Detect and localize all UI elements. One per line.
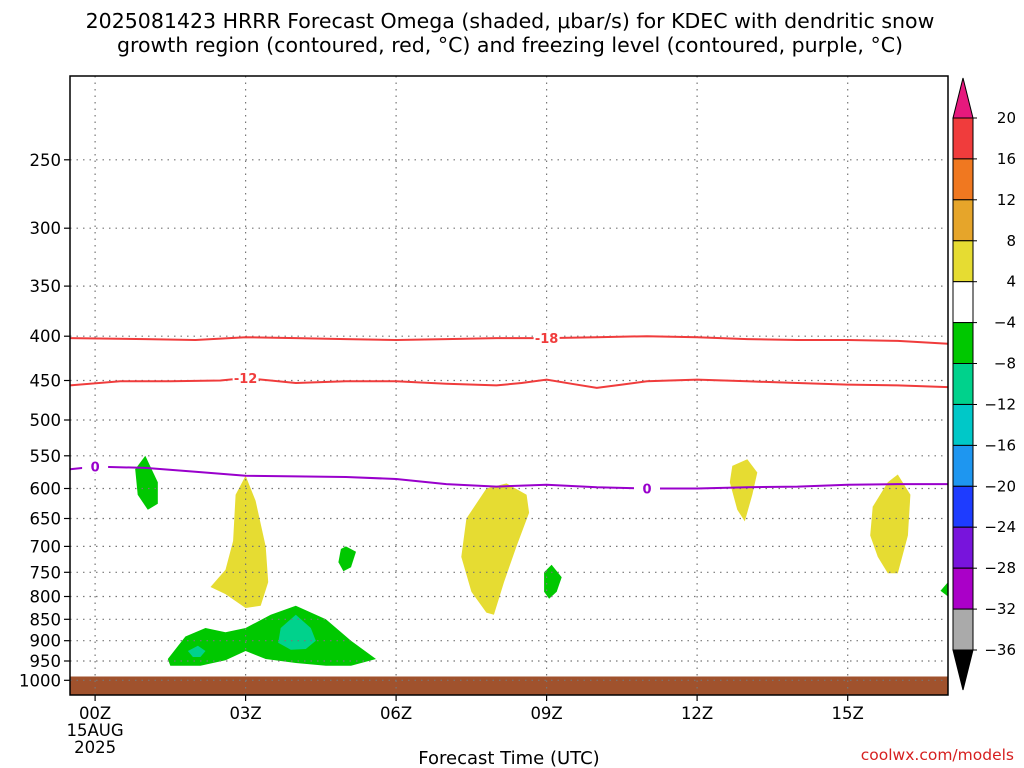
y-tick-label: 700 — [30, 537, 62, 556]
y-axis-ticks: 250 300 350 400 450 500 550 600 650 700 750 800 850 9… — [19, 151, 70, 690]
colorbar-bin — [952, 444, 974, 487]
omega-region-teal-2 — [187, 645, 206, 657]
colorbar-label: −20 — [984, 477, 1016, 495]
y-tick-label: 450 — [30, 372, 62, 391]
y-tick-label: 650 — [30, 510, 62, 529]
x-tick-year: 2025 — [74, 738, 116, 757]
colorbar-label: 20 — [997, 109, 1016, 127]
colorbar-bin — [952, 608, 974, 651]
chart-title-line1: 2025081423 HRRR Forecast Omega (shaded, … — [86, 9, 935, 33]
colorbar-label: −28 — [984, 559, 1016, 577]
contour-label: 0 — [91, 461, 100, 476]
colorbar-bin — [952, 526, 974, 569]
contour-label: -12 — [234, 372, 258, 387]
chart-title-line2: growth region (contoured, red, °C) and f… — [117, 33, 903, 57]
omega-region-green-4 — [167, 605, 376, 666]
colorbar-bin — [952, 240, 974, 283]
y-tick-label: 300 — [30, 219, 62, 238]
colorbar-bin — [952, 281, 974, 324]
freezing-level-contour-0 — [69, 465, 948, 490]
omega-region-yellow-4 — [870, 474, 911, 574]
omega-region-green-3 — [544, 564, 562, 599]
colorbar-lower-extend — [952, 649, 974, 691]
colorbar-bin — [952, 567, 974, 610]
colorbar-bin — [952, 322, 974, 365]
y-tick-label: 400 — [30, 327, 62, 346]
site-credit: coolwx.com/models — [861, 746, 1014, 764]
colorbar-label: −36 — [984, 641, 1016, 659]
contour-label-bg — [82, 458, 109, 474]
colorbar-label: −12 — [984, 396, 1016, 414]
ground-surface — [70, 676, 948, 695]
omega-region-teal-1 — [278, 614, 316, 650]
contour-label-bg — [533, 330, 560, 346]
colorbar-bin — [952, 485, 974, 528]
x-tick-label: 03Z — [229, 704, 261, 723]
colorbar-label: 4 — [1006, 273, 1016, 291]
y-tick-label: 600 — [30, 480, 62, 499]
omega-region-green-5 — [940, 582, 948, 597]
y-tick-label: 1000 — [19, 671, 61, 690]
colorbar-label: 8 — [1006, 232, 1016, 250]
x-axis-label: Forecast Time (UTC) — [418, 748, 599, 768]
y-tick-label: 250 — [30, 151, 62, 170]
ground-layer — [70, 676, 948, 695]
contour-label: -18 — [535, 332, 559, 347]
omega-region-yellow-1 — [210, 475, 269, 608]
colorbar-label: −4 — [994, 314, 1016, 332]
colorbar-label: −16 — [984, 436, 1016, 454]
colorbar-bin — [952, 199, 974, 242]
colorbar-label: −24 — [984, 518, 1016, 536]
colorbar-upper-extend — [952, 77, 974, 119]
contour-label-bg — [232, 370, 259, 385]
x-tick-label: 15Z — [832, 704, 864, 723]
colorbar-label: −32 — [984, 600, 1016, 618]
colorbar-label: 16 — [997, 150, 1016, 168]
x-tick-label: 09Z — [530, 704, 562, 723]
grid-layer — [70, 76, 948, 695]
colorbar: 20 16 12 8 4 −4 −8 −12 −16 −20 −24 −28 −32 −36 — [952, 77, 1016, 691]
y-tick-label: 900 — [30, 632, 62, 651]
colorbar-bin — [952, 117, 974, 160]
contour-layer: -18 -12 0 0 — [69, 330, 949, 498]
omega-region-green-2 — [338, 546, 356, 572]
y-tick-label: 350 — [30, 277, 62, 296]
omega-shading-layer — [135, 455, 948, 666]
colorbar-bin — [952, 363, 974, 405]
y-tick-label: 500 — [30, 411, 62, 430]
y-tick-label: 950 — [30, 652, 62, 671]
y-tick-label: 800 — [30, 588, 62, 607]
y-tick-label: 550 — [30, 447, 62, 466]
plot-frame — [69, 75, 949, 696]
x-tick-label: 00Z — [79, 704, 111, 723]
colorbar-bin — [952, 158, 974, 201]
y-tick-label: 850 — [30, 610, 62, 629]
colorbar-bin — [952, 404, 974, 446]
x-tick-label: 12Z — [681, 704, 713, 723]
dendritic-contour--18 — [69, 335, 949, 345]
contour-label-bg — [634, 480, 660, 496]
omega-region-green-1 — [135, 455, 158, 510]
colorbar-label: 12 — [997, 191, 1016, 209]
dendritic-contour--12 — [69, 376, 949, 389]
x-tick-date: 15AUG — [67, 721, 124, 740]
colorbar-label: −8 — [994, 355, 1016, 373]
y-tick-label: 750 — [30, 563, 62, 582]
x-tick-label: 06Z — [380, 704, 412, 723]
contour-label: 0 — [642, 483, 651, 498]
omega-region-yellow-2 — [461, 483, 530, 615]
omega-region-yellow-3 — [729, 459, 758, 522]
